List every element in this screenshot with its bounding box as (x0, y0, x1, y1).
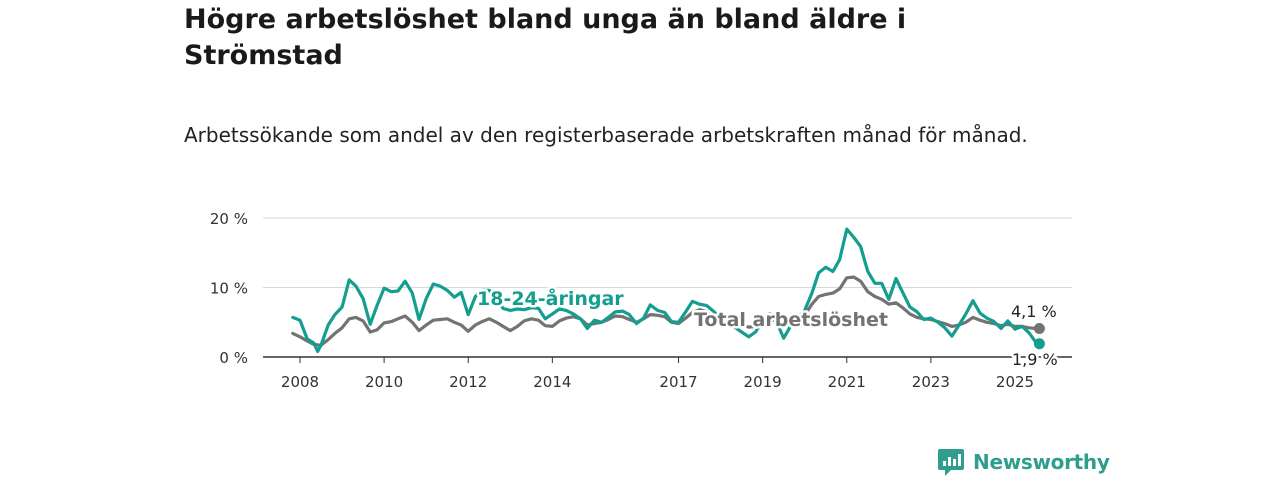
x-tick-label: 2021 (828, 373, 866, 391)
series-labels: 18-24-åringar Total arbetslöshet 4,1 % 1,9 … (475, 284, 1061, 372)
y-axis: 0 % 10 % 20 % (210, 210, 248, 367)
newsworthy-logo: Newsworthy (937, 447, 1110, 477)
x-tick-label: 2012 (449, 373, 487, 391)
x-tick-label: 2023 (912, 373, 950, 391)
x-tick-label: 2017 (659, 373, 697, 391)
series-lines (291, 227, 1045, 353)
series-label-youth: 18-24-åringar (477, 286, 624, 310)
brand-name: Newsworthy (973, 450, 1110, 474)
y-tick-label: 0 % (219, 349, 248, 367)
chart-title: Högre arbetslöshet bland unga än bland ä… (184, 4, 907, 71)
chart-subtitle: Arbetssökande som andel av den registerb… (184, 123, 1028, 147)
x-tick-label: 2014 (533, 373, 571, 391)
x-tick-label: 2010 (365, 373, 403, 391)
end-value-total: 4,1 % (1011, 302, 1057, 321)
series-end-point (1033, 338, 1045, 350)
x-tick-label: 2008 (281, 373, 319, 391)
newsworthy-icon (938, 449, 964, 476)
series-label-total: Total arbetslöshet (694, 309, 888, 331)
gridlines (263, 217, 1072, 288)
x-tick-label: 2019 (744, 373, 782, 391)
series-end-point (1033, 323, 1045, 335)
series-line (291, 227, 1041, 353)
x-axis: 2008 2010 2012 2014 2017 2019 2021 2023 2025 (263, 356, 1072, 391)
x-tick-label: 2025 (996, 373, 1034, 391)
y-tick-label: 10 % (210, 280, 248, 298)
y-tick-label: 20 % (210, 210, 248, 228)
end-value-youth: 1,9 % (1012, 350, 1058, 369)
